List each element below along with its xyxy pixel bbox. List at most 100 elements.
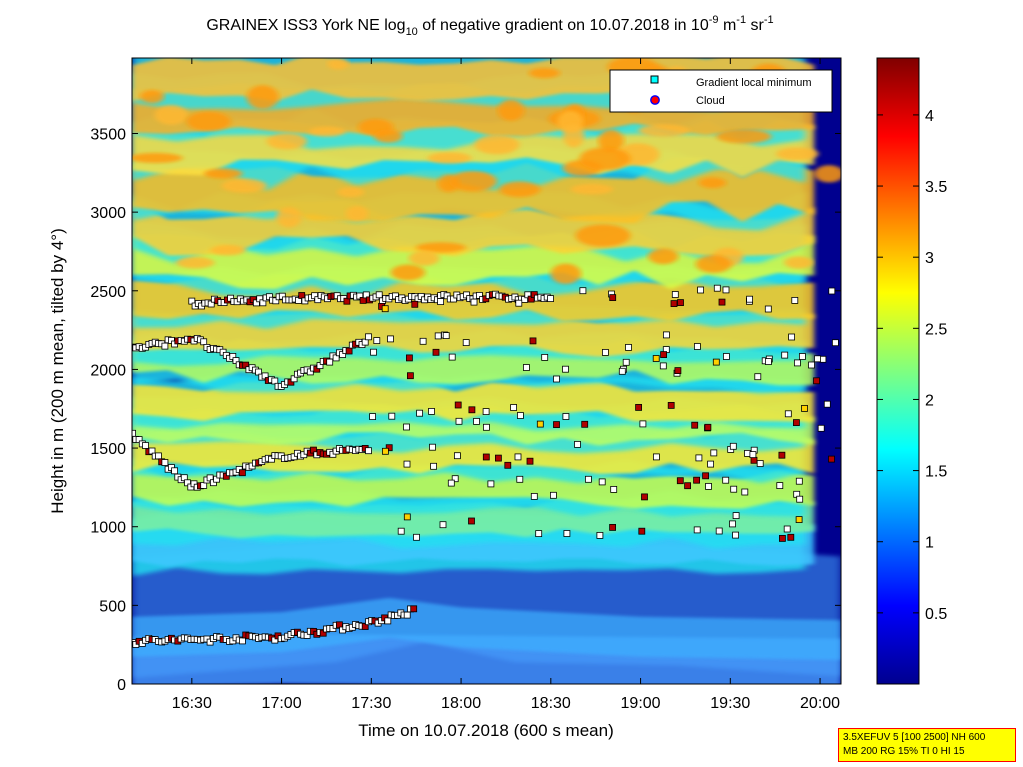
plot-area	[132, 58, 841, 684]
y-tick-label: 1500	[90, 441, 126, 458]
gradient-minimum-marker	[776, 482, 784, 490]
y-axis: 0 500 1000 1500 2000 2500 3000 3500	[90, 126, 841, 694]
gradient-minimum-marker	[536, 420, 544, 428]
gradient-minimum-marker	[754, 373, 762, 381]
title-m: m	[719, 17, 737, 34]
gradient-minimum-marker	[783, 525, 791, 533]
gradient-minimum-marker	[487, 480, 495, 488]
legend-box	[609, 69, 833, 113]
heatmap-blob	[373, 129, 403, 143]
gradient-minimum-marker	[553, 375, 560, 383]
gradient-minimum-marker	[625, 343, 632, 351]
gradient-minimum-marker	[345, 347, 353, 355]
gradient-minimum-marker	[659, 362, 667, 370]
gradient-minimum-marker	[741, 488, 749, 496]
settings-line-2: MB 200 RG 15% TI 0 HI 15	[843, 746, 965, 757]
gradient-minimum-marker	[788, 333, 795, 341]
gradient-minimum-marker	[694, 343, 701, 350]
heatmap-blob	[427, 152, 472, 164]
heatmap-blob	[266, 133, 308, 150]
gradient-minimum-marker	[697, 286, 704, 294]
gradient-minimum-marker	[750, 456, 758, 464]
gradient-minimum-marker	[406, 372, 414, 380]
gradient-minimum-marker	[652, 355, 660, 362]
colorbar-tick-label: 1	[925, 535, 934, 552]
gradient-minimum-marker	[530, 492, 538, 500]
colorbar-tick-label: 2	[925, 392, 934, 409]
legend-label-gradient-minimum: Gradient local minimum	[696, 77, 812, 89]
gradient-minimum-marker	[715, 527, 723, 535]
heatmap-blob	[598, 129, 624, 153]
y-tick-label: 3500	[90, 126, 126, 143]
y-tick-label: 0	[117, 677, 126, 694]
colorbar-tick-label: 4	[925, 108, 934, 125]
heatmap-blob	[308, 126, 346, 137]
gradient-minimum-marker	[442, 332, 450, 340]
gradient-minimum-marker	[793, 419, 800, 427]
heatmap-blob	[698, 177, 727, 189]
y-axis-label: Height in m (200 m mean, tilted by 4°)	[48, 228, 67, 514]
colorbar-tick-label: 3	[925, 250, 934, 267]
gradient-minimum-marker	[794, 359, 801, 367]
gradient-minimum-marker	[808, 361, 815, 369]
gradient-minimum-marker	[416, 409, 424, 417]
gradient-minimum-marker	[553, 421, 560, 429]
gradient-minimum-marker	[517, 412, 524, 419]
gradient-minimum-marker	[828, 455, 835, 463]
gradient-minimum-marker	[154, 452, 162, 460]
gradient-minimum-marker	[413, 533, 420, 541]
gradient-minimum-marker	[132, 429, 137, 437]
gradient-minimum-marker	[387, 335, 394, 343]
gradient-minimum-marker	[691, 421, 699, 429]
gradient-minimum-marker	[667, 401, 675, 409]
gradient-minimum-marker	[453, 452, 461, 460]
gradient-minimum-marker	[581, 420, 589, 428]
x-tick-label: 16:30	[172, 695, 212, 712]
x-axis-label: Time on 10.07.2018 (600 s mean)	[358, 721, 613, 740]
gradient-minimum-marker	[722, 476, 730, 484]
gradient-minimum-marker	[447, 479, 455, 487]
gradient-minimum-marker	[718, 298, 726, 306]
gradient-minimum-marker	[405, 354, 413, 362]
gradient-minimum-marker	[482, 453, 490, 461]
heatmap-band-core	[132, 311, 815, 358]
heatmap-blob	[648, 248, 679, 265]
y-tick-label: 3000	[90, 205, 126, 222]
gradient-minimum-marker	[451, 475, 459, 483]
gradient-minimum-marker	[523, 364, 530, 371]
gradient-minimum-marker	[670, 300, 678, 308]
colorbar-tick-label: 0.5	[925, 606, 947, 623]
heatmap-blob	[140, 89, 165, 104]
heatmap-blob	[449, 171, 497, 192]
gradient-minimum-marker	[779, 535, 786, 542]
gradient-minimum-marker	[722, 286, 730, 294]
gradient-minimum-marker	[712, 358, 720, 366]
gradient-minimum-marker	[403, 460, 411, 468]
gradient-minimum-marker	[676, 477, 684, 485]
x-axis: 16:30 17:00 17:30 18:00 18:30 19:00 19:30 20:00	[172, 58, 840, 712]
gradient-minimum-marker	[365, 447, 372, 455]
title-sr: sr	[746, 17, 764, 34]
gradient-minimum-marker	[515, 299, 523, 307]
heatmap-blob	[528, 67, 560, 79]
gradient-minimum-marker	[791, 296, 799, 304]
gradient-minimum-marker	[370, 348, 377, 356]
gradient-minimum-marker	[618, 367, 626, 375]
gradient-minimum-marker	[677, 299, 684, 307]
gradient-minimum-marker	[609, 524, 616, 531]
heatmap-blob	[345, 205, 369, 222]
chart-title: GRAINEX ISS3 York NE log10 of negative g…	[206, 14, 773, 38]
gradient-minimum-marker	[482, 408, 490, 416]
heatmap-blob	[204, 168, 243, 179]
gradient-minimum-marker	[796, 495, 804, 503]
legend: Gradient local minimum Cloud	[609, 69, 833, 113]
heatmap-blob	[221, 178, 267, 193]
gradient-minimum-marker	[429, 443, 436, 451]
gradient-minimum-marker	[609, 294, 617, 302]
gradient-minimum-marker	[746, 295, 753, 303]
gradient-minimum-marker	[817, 424, 825, 432]
gradient-minimum-marker	[529, 337, 537, 345]
title-sub: 10	[406, 26, 418, 38]
gradient-minimum-marker	[702, 472, 709, 480]
gradient-minimum-marker	[494, 454, 502, 462]
